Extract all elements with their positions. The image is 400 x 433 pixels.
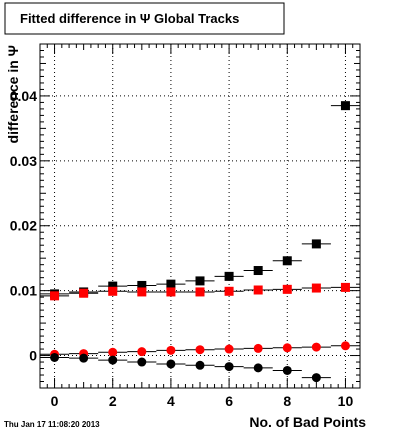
- data-point-square: [108, 281, 118, 291]
- timestamp-footer: Thu Jan 17 11:08:20 2013: [4, 420, 100, 429]
- data-point-circle: [195, 345, 205, 355]
- data-point-square: [282, 284, 292, 294]
- data-point-square: [253, 285, 263, 295]
- y-tick-label: 0.04: [10, 88, 37, 104]
- data-point-circle: [137, 357, 147, 367]
- y-tick-label: 0: [29, 348, 37, 364]
- title-box: Fitted difference in Ψ Global Tracks: [4, 2, 285, 35]
- data-series: [40, 101, 360, 383]
- data-point-square: [79, 288, 89, 298]
- tick-labels: 0 2 4 6 8 10 0 0.01 0.02 0.03 0.04: [10, 88, 354, 409]
- x-axis-label: No. of Bad Points: [249, 414, 366, 430]
- data-point-square: [50, 291, 60, 301]
- series-2: [40, 341, 360, 359]
- data-point-square: [224, 271, 234, 281]
- data-point-circle: [108, 347, 118, 357]
- data-point-circle: [224, 344, 234, 354]
- data-point-square: [311, 239, 321, 249]
- data-point-square: [195, 287, 205, 297]
- x-tick-label: 6: [225, 393, 233, 409]
- x-tick-label: 0: [51, 393, 59, 409]
- chart-title: Fitted difference in Ψ Global Tracks: [20, 11, 239, 26]
- data-point-circle: [166, 359, 176, 369]
- y-tick-label: 0.02: [10, 218, 37, 234]
- data-point-square: [108, 286, 118, 296]
- data-point-circle: [311, 373, 321, 383]
- data-point-circle: [282, 343, 292, 353]
- data-point-square: [166, 287, 176, 297]
- data-point-square: [195, 276, 205, 286]
- data-point-circle: [79, 353, 89, 363]
- series-0: [40, 101, 360, 299]
- grid: [40, 44, 360, 388]
- x-tick-label: 8: [283, 393, 291, 409]
- data-point-circle: [253, 343, 263, 353]
- data-point-square: [253, 266, 263, 276]
- data-point-square: [340, 282, 350, 292]
- data-point-circle: [50, 352, 60, 362]
- data-point-square: [137, 287, 147, 297]
- y-tick-label: 0.01: [10, 283, 37, 299]
- axes: [39, 43, 361, 389]
- y-tick-label: 0.03: [10, 153, 37, 169]
- x-tick-label: 2: [109, 393, 117, 409]
- data-point-square: [166, 279, 176, 289]
- data-point-circle: [166, 345, 176, 355]
- data-point-square: [340, 101, 350, 111]
- x-tick-label: 10: [338, 393, 354, 409]
- x-tick-label: 4: [167, 393, 175, 409]
- series-3: [40, 352, 331, 383]
- y-axis-label: difference in Ψ: [5, 45, 21, 143]
- data-point-square: [137, 280, 147, 290]
- data-point-circle: [340, 341, 350, 351]
- data-point-circle: [282, 365, 292, 375]
- series-1: [40, 282, 360, 301]
- data-point-circle: [224, 362, 234, 372]
- data-point-circle: [253, 363, 263, 373]
- data-point-circle: [311, 342, 321, 352]
- data-point-square: [311, 283, 321, 293]
- data-point-circle: [195, 360, 205, 370]
- data-point-circle: [108, 355, 118, 365]
- data-point-circle: [137, 347, 147, 357]
- data-point-square: [282, 256, 292, 266]
- data-point-square: [224, 286, 234, 296]
